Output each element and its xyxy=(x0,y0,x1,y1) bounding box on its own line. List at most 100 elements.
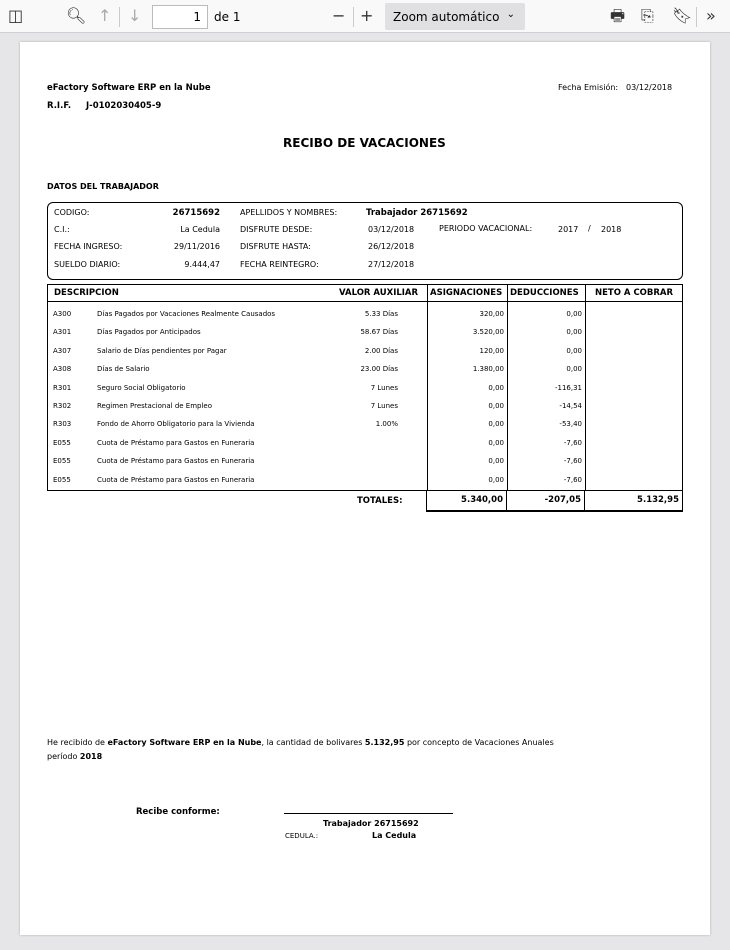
periodo-separator: / xyxy=(588,224,591,233)
download-icon[interactable]: ⎘ xyxy=(641,6,654,25)
row-code: R302 xyxy=(53,402,72,410)
row-description: Regimen Prestacional de Empleo xyxy=(97,402,213,410)
column-divider xyxy=(507,285,508,490)
page-number-input[interactable]: 1 xyxy=(152,5,208,29)
sueldo-value: 9.444,47 xyxy=(184,260,220,269)
row-description: Seguro Social Obligatorio xyxy=(97,383,186,392)
more-tools-icon[interactable]: » xyxy=(706,6,716,25)
sidebar-toggle-icon[interactable]: ◫ xyxy=(8,6,24,25)
divider xyxy=(353,7,354,27)
row-asignaciones: 0,00 xyxy=(488,475,504,484)
row-code: R301 xyxy=(53,383,72,392)
receipt-text: He recibido de eFactory Software ERP en … xyxy=(47,738,554,747)
row-valor-auxiliar: 1.00% xyxy=(375,420,398,429)
row-asignaciones: 0,00 xyxy=(488,402,504,410)
row-deducciones: 0,00 xyxy=(566,365,582,374)
divider xyxy=(696,7,697,27)
ci-label: C.I.: xyxy=(54,225,70,234)
receipt-year: 2018 xyxy=(79,752,103,761)
row-asignaciones: 0,00 xyxy=(488,420,504,429)
codigo-value: 26715692 xyxy=(172,208,220,218)
row-description: Fondo de Ahorro Obligatorio para la Vivi… xyxy=(97,420,255,429)
receipt-text-part: por concepto de Vacaciones Anuales xyxy=(404,738,554,747)
company-name: eFactory Software ERP en la Nube xyxy=(47,83,211,93)
concepts-table: DESCRIPCION VALOR AUXILIAR ASIGNACIONES … xyxy=(47,284,683,491)
column-divider xyxy=(585,285,586,490)
reintegro-value: 27/12/2018 xyxy=(368,260,415,269)
row-code: A301 xyxy=(53,328,72,337)
total-neto: 5.132,95 xyxy=(637,495,679,505)
row-deducciones: 0,00 xyxy=(566,346,582,355)
col-header-asignaciones: ASIGNACIONES xyxy=(430,288,503,298)
row-deducciones: -53,40 xyxy=(559,420,582,429)
row-code: E055 xyxy=(53,475,71,484)
next-page-icon[interactable]: ↓ xyxy=(128,6,142,25)
zoom-out-icon[interactable]: − xyxy=(332,6,346,25)
receipt-text-part: período xyxy=(47,752,80,761)
row-description: Cuota de Préstamo para Gastos en Funerar… xyxy=(97,457,255,466)
desde-label: DISFRUTE DESDE: xyxy=(240,225,313,234)
totales-label: TOTALES: xyxy=(357,496,403,506)
row-valor-auxiliar: 7 Lunes xyxy=(370,383,398,392)
receipt-period: período 2018 xyxy=(47,752,102,761)
page-total: de 1 xyxy=(214,10,241,24)
periodo-label: PERIODO VACACIONAL: xyxy=(439,224,533,233)
row-description: Cuota de Préstamo para Gastos en Funerar… xyxy=(97,438,255,447)
row-code: A307 xyxy=(53,346,72,355)
chevron-down-icon: ⌄ xyxy=(506,9,515,20)
reintegro-label: FECHA REINTEGRO: xyxy=(240,260,319,269)
nombres-label: APELLIDOS Y NOMBRES: xyxy=(240,208,338,217)
search-icon[interactable]: 🔍︎ xyxy=(66,6,87,25)
cedula-label: CEDULA.: xyxy=(285,832,319,840)
total-neto-cell: 5.132,95 xyxy=(584,490,683,512)
ci-value: La Cedula xyxy=(180,225,220,234)
col-header-valor-auxiliar: VALOR AUXILIAR xyxy=(339,288,419,298)
col-header-deducciones: DEDUCCIONES xyxy=(510,288,579,298)
row-code: R303 xyxy=(53,420,72,429)
row-valor-auxiliar: 58.67 Días xyxy=(360,328,398,337)
row-deducciones: -7,60 xyxy=(563,457,582,466)
hasta-label: DISFRUTE HASTA: xyxy=(240,242,311,251)
row-description: Días Pagados por Vacaciones Realmente Ca… xyxy=(97,310,276,318)
worker-info-box: CODIGO: 26715692 C.I.: La Cedula FECHA I… xyxy=(47,202,683,280)
receipt-amount: 5.132,95 xyxy=(364,738,405,747)
row-code: E055 xyxy=(53,438,71,447)
row-code: A308 xyxy=(53,365,72,374)
row-asignaciones: 1.380,00 xyxy=(472,365,504,374)
row-code: A300 xyxy=(53,310,72,318)
row-valor-auxiliar: 2.00 Días xyxy=(364,346,398,355)
total-asignaciones: 5.340,00 xyxy=(461,495,503,505)
row-description: Cuota de Préstamo para Gastos en Funerar… xyxy=(97,475,255,484)
ingreso-label: FECHA INGRESO: xyxy=(54,242,123,251)
row-deducciones: -7,60 xyxy=(563,475,582,484)
row-asignaciones: 120,00 xyxy=(479,346,505,355)
row-deducciones: 0,00 xyxy=(566,310,582,318)
row-description: Días de Salario xyxy=(97,365,150,374)
sueldo-label: SUELDO DIARIO: xyxy=(54,260,121,269)
fecha-label: Fecha Emisión: xyxy=(558,83,619,92)
previous-page-icon[interactable]: ↑ xyxy=(98,6,112,25)
signature-line xyxy=(284,813,453,814)
print-icon[interactable]: 🖶 xyxy=(610,6,626,25)
ingreso-value: 29/11/2016 xyxy=(173,242,220,251)
nombres-value: Trabajador 26715692 xyxy=(366,208,468,218)
total-deducciones: -207,05 xyxy=(544,495,581,505)
row-asignaciones: 0,00 xyxy=(488,383,504,392)
zoom-select[interactable]: Zoom automático ⌄ xyxy=(385,3,525,30)
desde-value: 03/12/2018 xyxy=(368,225,415,234)
row-code: E055 xyxy=(53,457,71,466)
row-valor-auxiliar: 7 Lunes xyxy=(370,402,398,410)
header-divider xyxy=(48,301,682,302)
col-header-neto: NETO A COBRAR xyxy=(595,288,674,298)
zoom-in-icon[interactable]: + xyxy=(360,6,374,25)
rif-label: R.I.F. xyxy=(47,101,72,111)
fecha-value: 03/12/2018 xyxy=(626,83,673,92)
recibe-conforme-label: Recibe conforme: xyxy=(136,807,220,817)
total-asignaciones-cell: 5.340,00 xyxy=(426,490,507,512)
periodo-start: 2017 xyxy=(558,225,579,234)
bookmark-icon[interactable]: 🔖︎ xyxy=(672,6,693,25)
row-asignaciones: 320,00 xyxy=(479,310,505,318)
row-asignaciones: 0,00 xyxy=(488,438,504,447)
cedula-value: La Cedula xyxy=(372,831,417,840)
row-deducciones: -7,60 xyxy=(563,438,582,447)
